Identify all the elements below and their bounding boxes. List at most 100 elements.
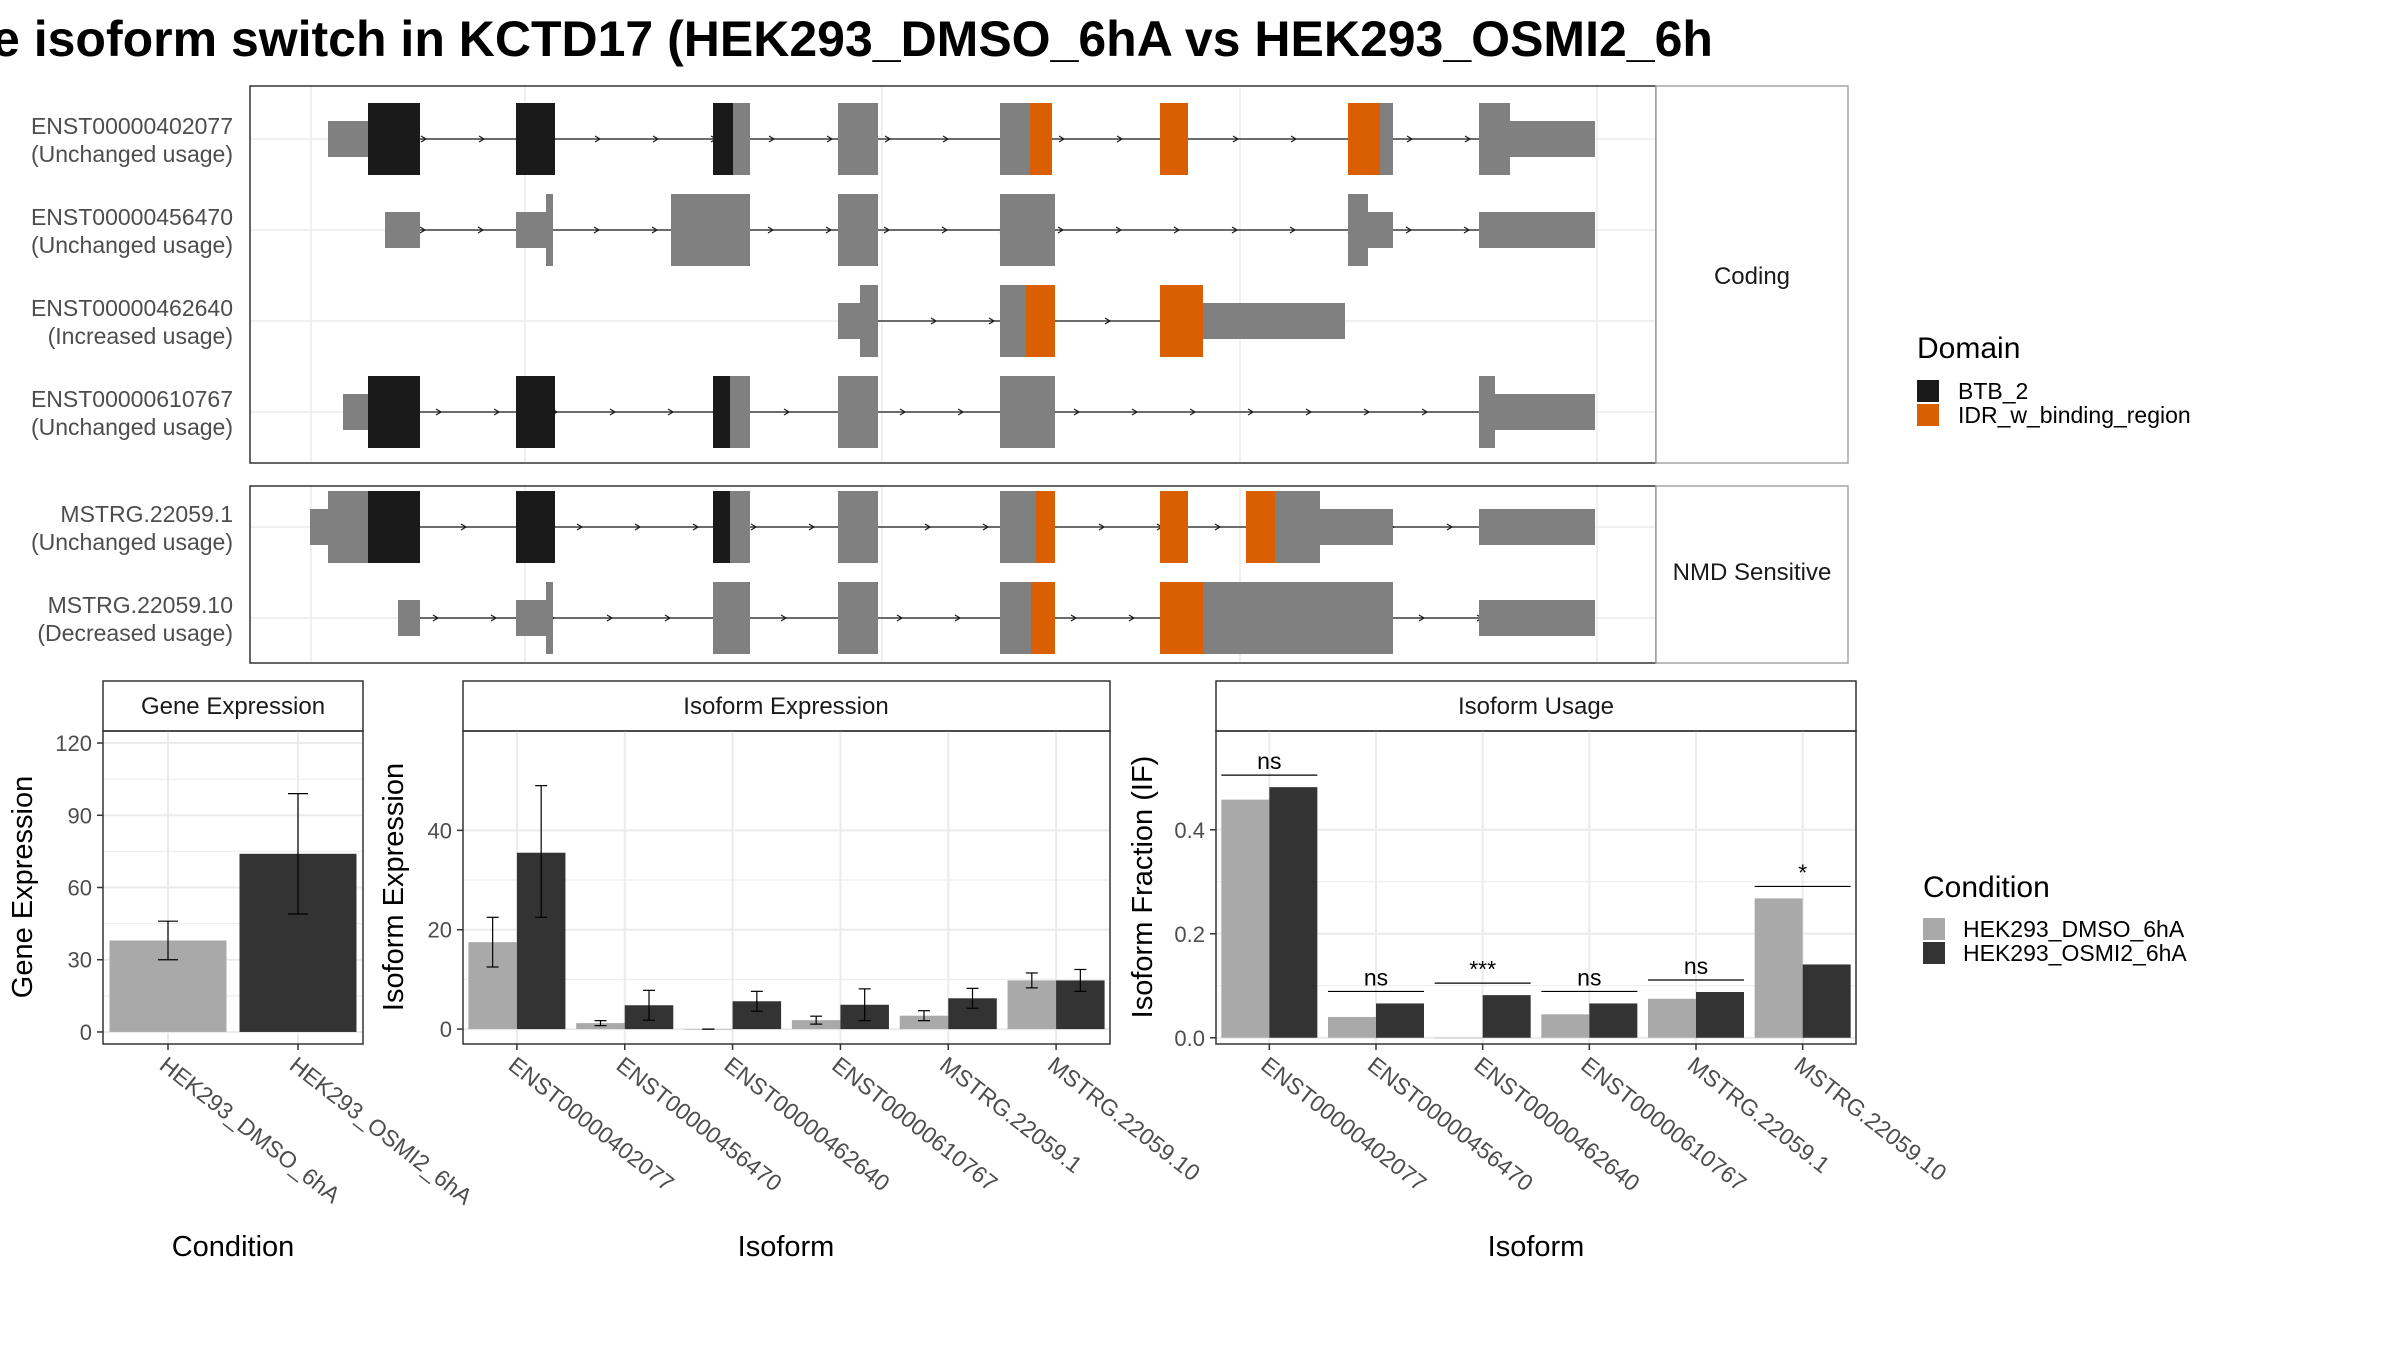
idr-domain-block [1026,285,1055,357]
exon-block [1348,194,1368,266]
intron-arrow [957,408,965,416]
intron-arrow [942,135,950,143]
transcript-label-5-usage: (Unchanged usage) [31,529,233,555]
intron-arrow [593,226,601,234]
intron-arrow [1405,226,1413,234]
isoform-usage-xlabel: Isoform [1488,1231,1585,1263]
intron-arrow [1421,408,1429,416]
isoform-usage-bars: ns ns *** ns ns * [1221,748,1851,1039]
isoform-expression-xlabel: Isoform [738,1231,835,1263]
intron-arrow [490,614,498,622]
intron-arrow [941,226,949,234]
intron-arrow [988,317,996,325]
utr-block [1479,509,1595,545]
btb-domain-block [713,376,730,448]
idr-domain-block [1160,103,1188,175]
intron-arrow [478,135,486,143]
intron-arrow [1115,226,1123,234]
domain-legend: Domain BTB_2 IDR_w_binding_region [1917,332,2191,428]
transcript-model-1 [328,103,1595,175]
y-tick-label: 0 [80,1020,92,1045]
isoform-expression-strip-title: Isoform Expression [683,693,888,720]
intron-arrow [930,317,938,325]
gene-expression-strip [102,680,364,732]
intron-arrow [1058,135,1066,143]
intron-arrow [1305,408,1313,416]
exon-block [733,103,750,175]
transcript-structure-plot: Coding NMD Sensitive ENST00000402077 (Un… [31,85,1849,664]
intron-arrow [1232,135,1240,143]
transcript-label-5-id: MSTRG.22059.1 [60,501,233,527]
y-tick-label: 0.0 [1174,1026,1205,1051]
exon-block [860,285,878,357]
exon-block [546,194,553,266]
intron-arrow [884,135,892,143]
structure-panel-coding-border [249,85,1657,464]
exon-block [838,103,878,175]
intron-arrow [1363,408,1371,416]
utr-block [328,121,368,157]
utr-block [1510,121,1595,157]
bar [1648,998,1696,1038]
intron-arrow [1070,614,1078,622]
intron-arrow [493,408,501,416]
utr-block [516,600,546,636]
intron-arrow [1131,408,1139,416]
transcript-label-3-usage: (Increased usage) [48,323,233,349]
intron-arrow [1057,226,1065,234]
exon-block [1275,491,1320,563]
intron-arrow [982,523,990,531]
intron-arrow [1406,135,1414,143]
transcript-label-1-id: ENST00000402077 [31,113,233,139]
exon-block [838,491,878,563]
y-tick-label: 20 [428,918,452,943]
intron-arrow [954,614,962,622]
idr-domain-block [1031,582,1055,654]
btb-domain-block [368,376,420,448]
utr-block [1479,212,1595,248]
transcript-label-2-usage: (Unchanged usage) [31,232,233,258]
intron-arrow [419,226,427,234]
legend-label-dmso: HEK293_DMSO_6hA [1963,916,2185,942]
intron-arrow [1231,226,1239,234]
isoform-expression-bars [468,785,1105,1030]
bar [1541,1014,1590,1038]
idr-domain-block [1246,491,1275,563]
exon-block [671,194,750,266]
bar [899,1015,949,1030]
intron-arrow [692,523,700,531]
significance-label: ns [1364,964,1388,990]
y-tick-label: 90 [68,803,92,828]
exon-block [838,376,878,448]
significance-label: ns [1257,748,1281,774]
gene-expression-bars [109,792,357,1032]
intron-arrow [780,614,788,622]
exon-block [1000,582,1031,654]
idr-domain-block [1348,103,1380,175]
utr-block [516,212,546,248]
bar [1221,799,1270,1038]
idr-domain-block [1030,103,1052,175]
transcript-label-3-id: ENST00000462640 [31,295,233,321]
idr-domain-block [1160,582,1203,654]
bar [1482,995,1531,1038]
intron-arrow [1173,226,1181,234]
strip-label-nmd: NMD Sensitive [1673,559,1832,586]
significance-label: ns [1577,964,1601,990]
intron-arrow [664,614,672,622]
legend-label-idr: IDR_w_binding_region [1958,402,2191,428]
bar [1328,1016,1376,1038]
btb-domain-block [713,491,730,563]
y-tick-label: 40 [428,818,452,843]
exon-block [1000,103,1030,175]
intron-arrow [606,614,614,622]
intron-arrow [808,523,816,531]
significance-label: ns [1684,953,1708,979]
intron-arrow [420,135,428,143]
exon-block [713,582,750,654]
gene-expression-ylabel: Gene Expression [7,776,39,998]
intron-arrow [1463,226,1471,234]
intron-arrow [1098,523,1106,531]
